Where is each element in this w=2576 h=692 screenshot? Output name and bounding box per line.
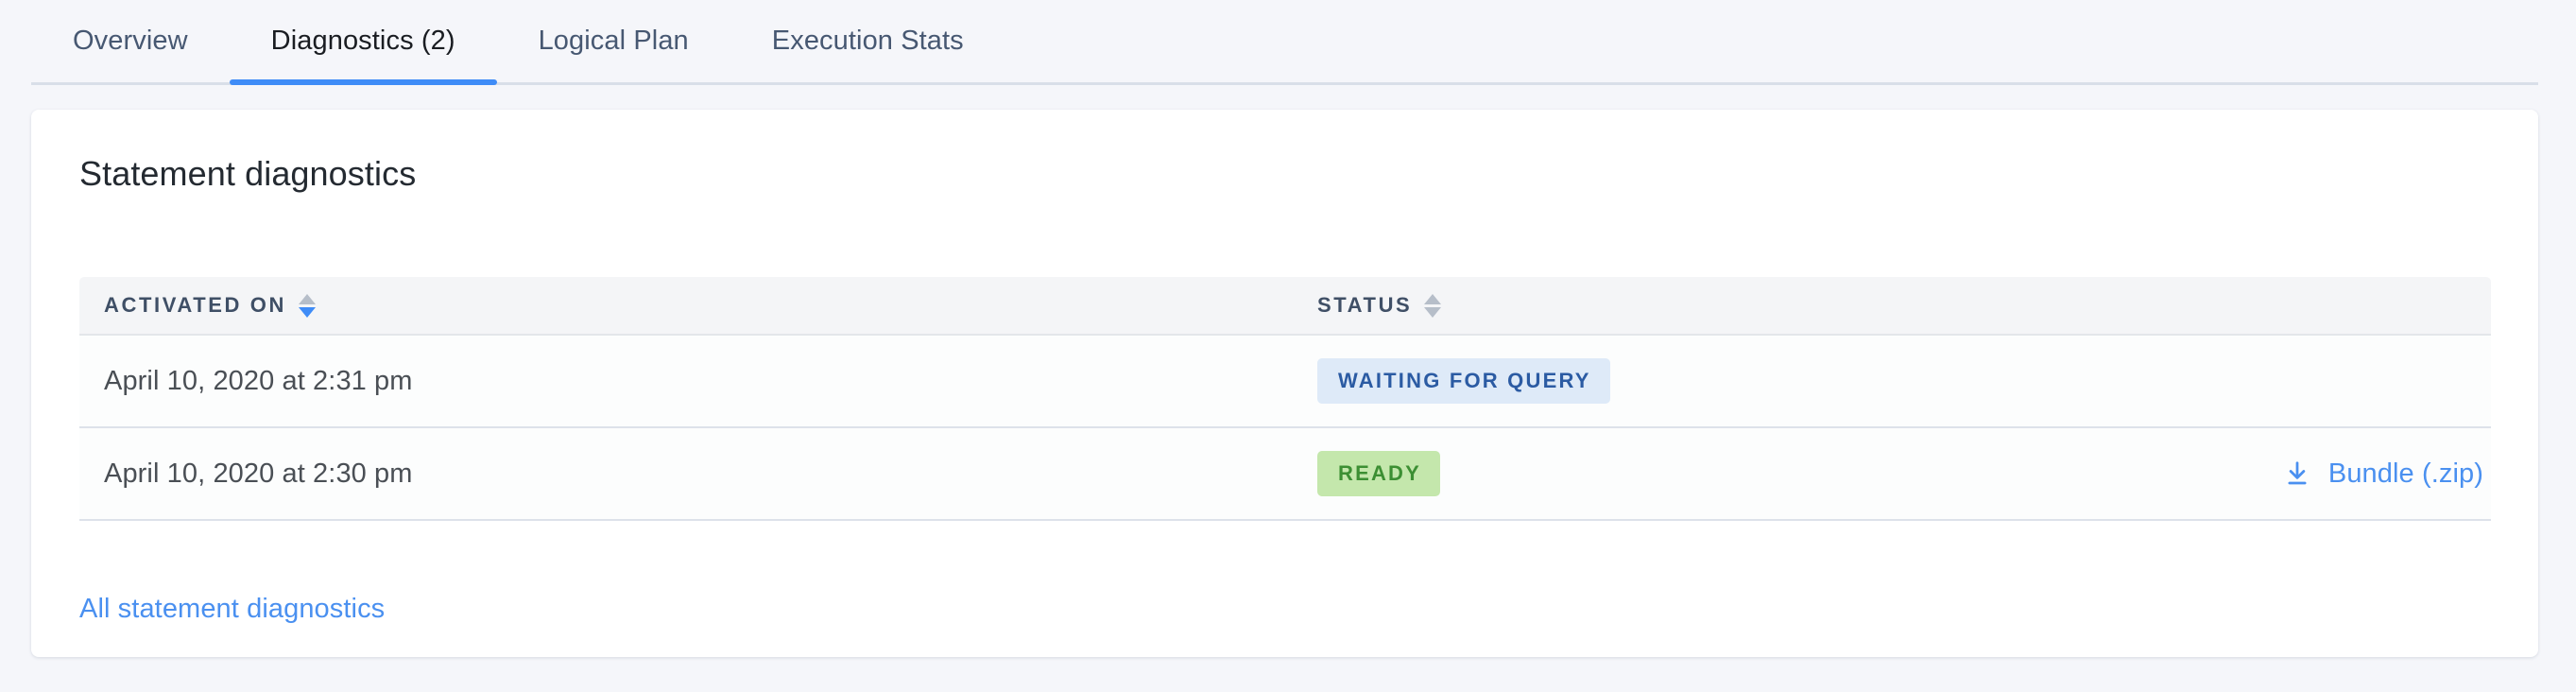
table-row[interactable]: April 10, 2020 at 2:30 pm READY Bundle (… (79, 428, 2491, 521)
column-header-status-label: STATUS (1317, 293, 1413, 317)
tab-diagnostics-label: Diagnostics (2) (270, 26, 455, 56)
cell-status: READY Bundle (.zip) (1293, 451, 2491, 496)
cell-activated-on: April 10, 2020 at 2:31 pm (104, 365, 413, 396)
status-badge: WAITING FOR QUERY (1317, 358, 1610, 404)
sort-icon-activated-on[interactable] (298, 293, 316, 318)
tab-overview-label: Overview (73, 26, 188, 56)
sort-ascending-arrow-icon (1424, 293, 1442, 304)
tab-execution-stats[interactable]: Execution Stats (730, 0, 1005, 82)
all-statement-diagnostics-link[interactable]: All statement diagnostics (79, 594, 386, 624)
statement-diagnostics-card: Statement diagnostics ACTIVATED ON STATU… (31, 110, 2538, 657)
download-bundle-label: Bundle (.zip) (2327, 458, 2483, 489)
sort-descending-arrow-icon (1424, 306, 1442, 318)
column-header-status[interactable]: STATUS (1293, 293, 2491, 318)
tab-logical-plan[interactable]: Logical Plan (497, 0, 730, 82)
table-row[interactable]: April 10, 2020 at 2:31 pm WAITING FOR QU… (79, 336, 2491, 428)
tab-diagnostics[interactable]: Diagnostics (2) (229, 0, 497, 85)
sort-descending-arrow-icon (298, 306, 316, 318)
sort-icon-status[interactable] (1424, 293, 1442, 318)
column-header-activated-on[interactable]: ACTIVATED ON (79, 293, 1293, 318)
cell-activated-on: April 10, 2020 at 2:30 pm (104, 458, 413, 489)
download-bundle-link[interactable]: Bundle (.zip) (2283, 458, 2483, 490)
diagnostics-table: ACTIVATED ON STATUS April 10, 2020 at 2:… (79, 277, 2491, 521)
tab-execution-stats-label: Execution Stats (771, 26, 964, 56)
tab-overview[interactable]: Overview (31, 0, 230, 82)
tab-logical-plan-label: Logical Plan (538, 26, 689, 56)
table-header-row: ACTIVATED ON STATUS (79, 277, 2491, 336)
cell-status: WAITING FOR QUERY (1293, 358, 2491, 404)
column-header-activated-on-label: ACTIVATED ON (104, 293, 286, 317)
sort-ascending-arrow-icon (298, 293, 316, 304)
page-title: Statement diagnostics (79, 154, 417, 193)
download-icon (2283, 459, 2311, 488)
tab-bar: Overview Diagnostics (2) Logical Plan Ex… (31, 0, 2538, 85)
status-badge: READY (1317, 451, 1441, 496)
